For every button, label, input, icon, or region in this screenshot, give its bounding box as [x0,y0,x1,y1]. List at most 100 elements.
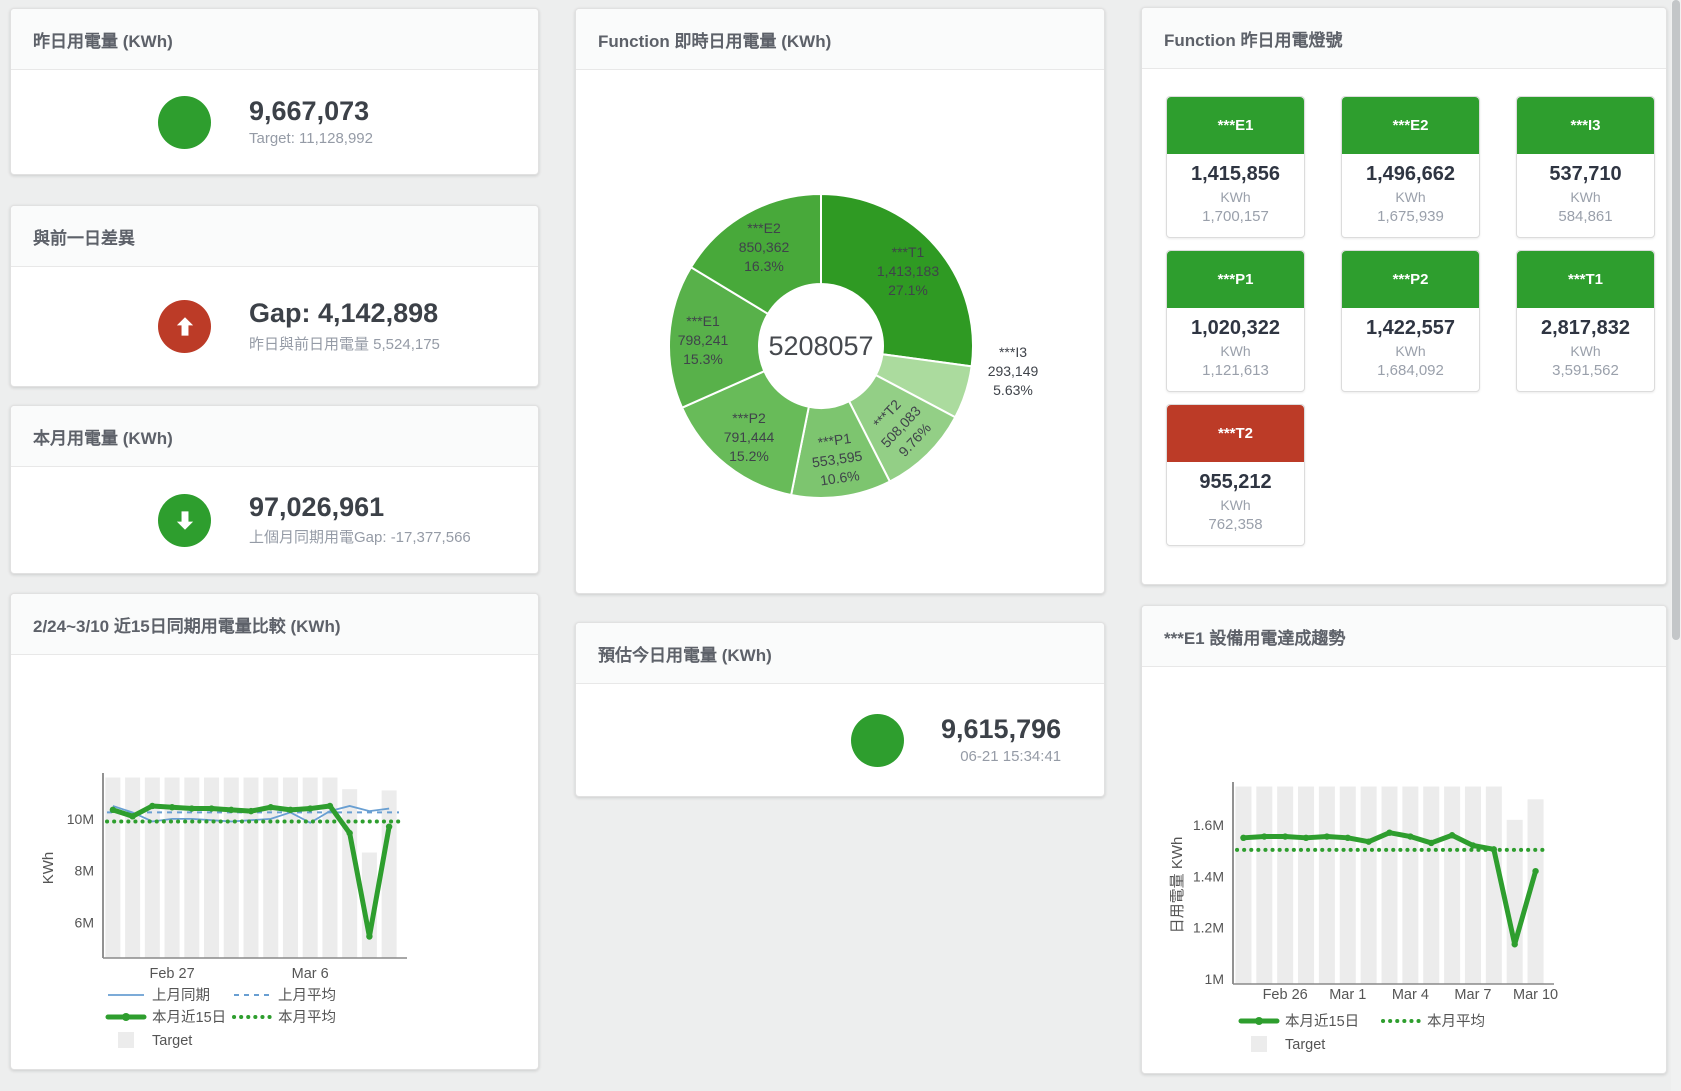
signal-tile-unit: KWh [1570,189,1601,205]
y-axis-label: 日用電量 KWh [1169,837,1186,934]
card-15day-compare-chart: 2/24~3/10 近15日同期用電量比較 (KWh) 6M 8M 10M Feb 2… [10,593,539,1070]
yesterday-usage-value: 9,667,073 [249,95,370,126]
signal-tile-target: 1,684,092 [1377,362,1444,379]
signal-tile-p2[interactable]: ***P2 1,422,557 KWh 1,684,092 [1341,250,1480,392]
svg-text:Target: Target [1285,1037,1325,1053]
card-realtime-donut: Function 即時日用電量 (KWh) ***T1 1,413,183 27.1… [575,8,1105,594]
card-e1-trend-chart: ***E1 設備用電達成趨勢 1M 1.2M 1.4M 1.6M Feb 26 Mar 1… [1141,605,1667,1074]
signal-tile-unit: KWh [1570,343,1601,359]
card-signal-lights: Function 昨日用電燈號 ***E1 1,415,856 KWh 1,70… [1141,7,1667,585]
arrow-up-circle-icon [158,300,211,353]
svg-text:Mar 7: Mar 7 [1454,987,1491,1003]
card-title: 2/24~3/10 近15日同期用電量比較 (KWh) [33,616,341,636]
svg-text:本月近15日: 本月近15日 [1285,1013,1359,1030]
status-circle-icon [851,713,904,767]
card-header: Function 昨日用電燈號 [1142,8,1666,69]
signal-tile-unit: KWh [1220,343,1251,359]
signal-tiles: ***E1 1,415,856 KWh 1,700,157 ***E2 1,49… [1166,96,1655,546]
svg-text:Target: Target [152,1033,192,1049]
donut-slice[interactable] [820,192,974,368]
signal-tile-e2[interactable]: ***E2 1,496,662 KWh 1,675,939 [1341,96,1480,238]
signal-tile-value: 1,422,557 [1366,317,1455,339]
signal-tile-target: 1,700,157 [1202,208,1269,225]
card-title: 與前一日差異 [33,228,135,248]
svg-text:本月近15日: 本月近15日 [152,1009,226,1026]
svg-text:1.4M: 1.4M [1193,868,1224,884]
svg-text:上月平均: 上月平均 [278,987,336,1004]
status-circle-icon [158,95,211,149]
card-today-estimate: 預估今日用電量 (KWh) 9,615,796 06-21 15:34:41 [575,622,1105,797]
axes: 6M 8M 10M Feb 27 Mar 6 [67,773,407,982]
y-axis-label: KWh [40,852,57,885]
donut-slice[interactable] [689,192,822,316]
svg-text:Mar 10: Mar 10 [1513,987,1558,1003]
signal-tile-unit: KWh [1220,497,1251,513]
card-header: 昨日用電量 (KWh) [11,9,538,70]
signal-tile-i3[interactable]: ***I3 537,710 KWh 584,861 [1516,96,1655,238]
card-header: Function 即時日用電量 (KWh) [576,9,1104,70]
signal-tile-value: 2,817,832 [1541,317,1630,339]
scrollbar[interactable] [1671,0,1681,1091]
card-title: 預估今日用電量 (KWh) [598,645,772,665]
chart-legend: 本月近15日 本月平均 Target [1238,1013,1485,1053]
svg-text:Mar 1: Mar 1 [1329,987,1366,1003]
arrow-down-circle-icon [158,493,211,547]
legend-item[interactable]: 上月同期 [108,987,210,1004]
arrow-up-icon [176,316,193,336]
signal-tile-p1[interactable]: ***P1 1,020,322 KWh 1,121,613 [1166,250,1305,392]
signal-tile-unit: KWh [1395,343,1426,359]
card-title: ***E1 設備用電達成趨勢 [1164,628,1346,648]
donut-slice[interactable] [680,369,810,497]
signal-tile-target: 1,121,613 [1202,362,1269,379]
signal-tile-value: 1,020,322 [1191,317,1280,339]
prev-day-gap-subtext: 昨日與前日用電量 5,524,175 [249,335,440,353]
legend-item[interactable]: 上月平均 [234,987,336,1004]
signal-tile-t2[interactable]: ***T2 955,212 KWh 762,358 [1166,404,1305,546]
card-month-usage: 本月用電量 (KWh) 97,026,961 上個月同期用電Gap: -17,3… [10,405,539,574]
donut-slice-label: ***P1553,59510.6% [808,429,866,490]
scrollbar-thumb[interactable] [1672,0,1680,640]
month-usage-subtext: 上個月同期用電Gap: -17,377,566 [249,529,471,547]
signal-tile-label: ***P1 [1167,251,1304,308]
signal-tile-target: 762,358 [1208,516,1263,533]
legend-item[interactable]: 本月近15日 [1238,1013,1359,1030]
legend-item[interactable]: Target [118,1032,192,1049]
signal-tile-e1[interactable]: ***E1 1,415,856 KWh 1,700,157 [1166,96,1305,238]
signal-tile-target: 1,675,939 [1377,208,1444,225]
donut-slice-label: ***P2 791,444 15.2% [724,410,775,464]
card-yesterday-usage: 昨日用電量 (KWh) 9,667,073 Target: 11,128,992 [10,8,539,175]
signal-tile-label: ***E1 [1167,97,1304,154]
svg-text:8M: 8M [75,863,94,879]
card-prev-day-gap: 與前一日差異 Gap: 4,142,898 昨日與前日用電量 5,524,175 [10,205,539,387]
series-thick [109,802,393,940]
legend-item[interactable]: 本月平均 [1381,1013,1485,1030]
signal-tile-value: 537,710 [1549,163,1622,185]
signal-tile-value: 955,212 [1199,471,1272,493]
card-title: 本月用電量 (KWh) [33,428,173,448]
legend-item[interactable]: 本月近15日 [105,1009,226,1026]
today-estimate-timestamp: 06-21 15:34:41 [960,748,1062,766]
signal-tile-label: ***P2 [1342,251,1479,308]
card-header: ***E1 設備用電達成趨勢 [1142,606,1666,667]
card-title: 昨日用電量 (KWh) [33,31,173,51]
target-bars [105,777,397,958]
card-title: Function 昨日用電燈號 [1164,30,1343,50]
signal-tile-label: ***E2 [1342,97,1479,154]
yesterday-usage-target: Target: 11,128,992 [249,130,373,148]
donut-center-total: 5208057 [768,331,873,361]
svg-text:1.6M: 1.6M [1193,817,1224,833]
donut-slice[interactable] [668,265,770,410]
legend-item[interactable]: Target [1251,1036,1325,1053]
signal-tile-target: 3,591,562 [1552,362,1619,379]
signal-tile-label: ***I3 [1517,97,1654,154]
card-header: 本月用電量 (KWh) [11,406,538,467]
signal-tile-label: ***T1 [1517,251,1654,308]
legend-item[interactable]: 本月平均 [232,1009,336,1026]
arrow-down-icon [176,511,193,530]
donut-slice-label: ***E2 850,362 16.3% [739,220,790,274]
svg-text:Mar 6: Mar 6 [292,966,329,982]
svg-text:上月同期: 上月同期 [152,987,210,1004]
signal-tile-t1[interactable]: ***T1 2,817,832 KWh 3,591,562 [1516,250,1655,392]
